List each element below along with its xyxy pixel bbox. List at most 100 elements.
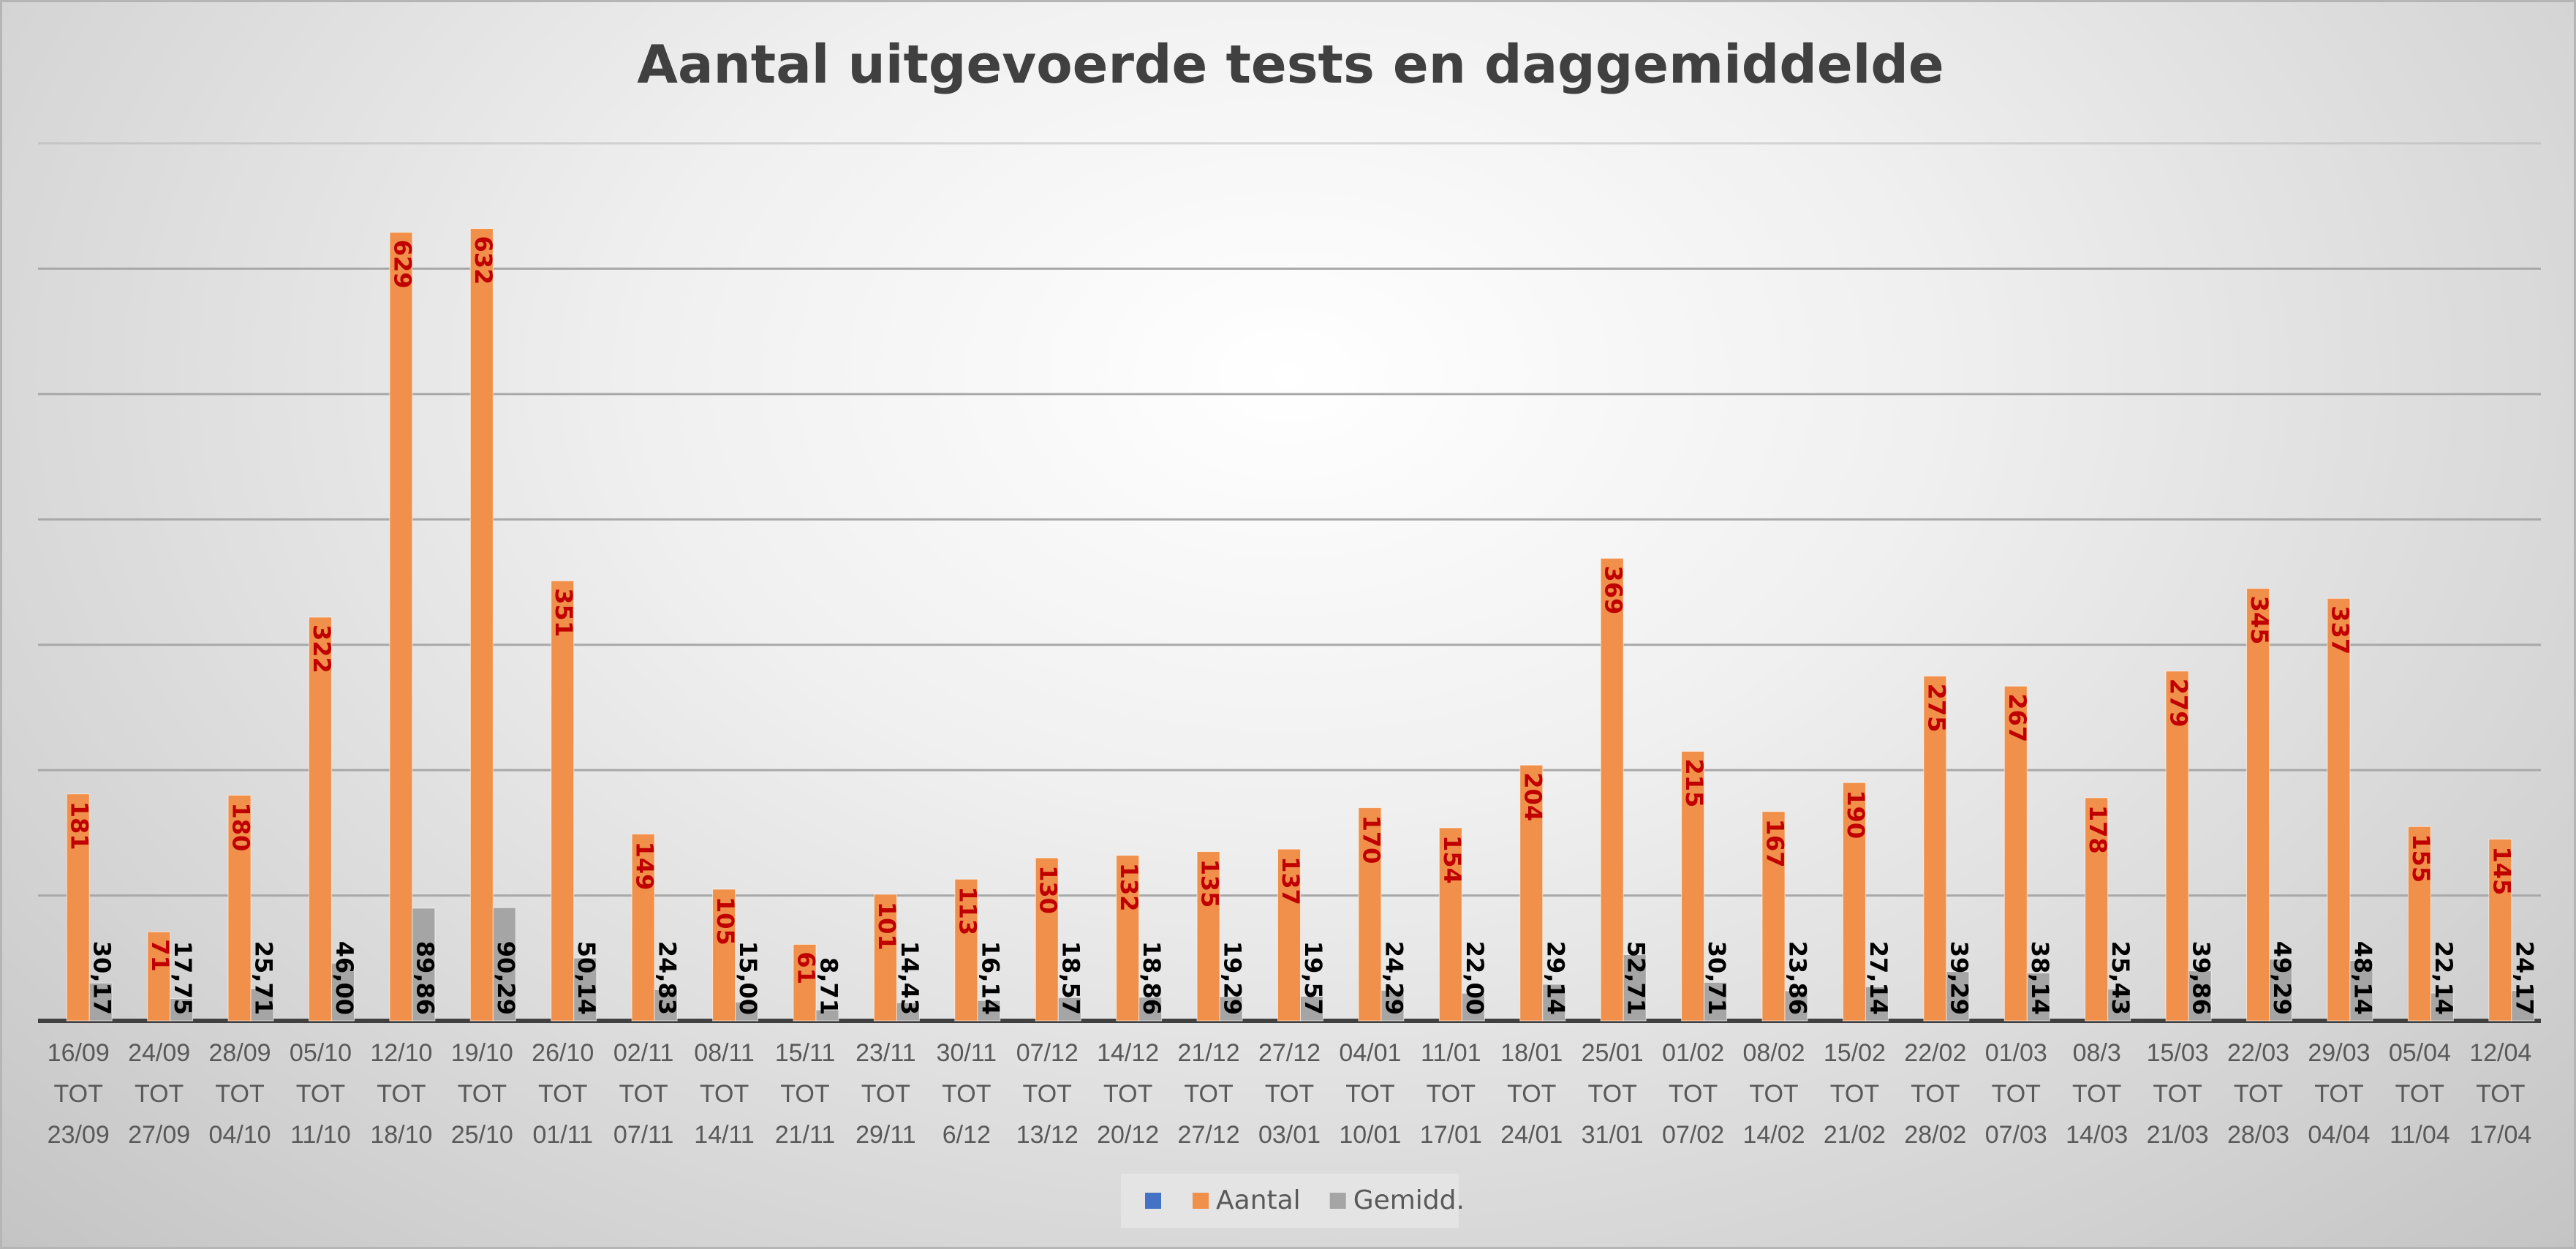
x-tick-label: 29/03 TOT 04/04 <box>2308 1039 2371 1149</box>
data-label: 18,57 <box>1057 941 1085 1015</box>
data-label: 61 <box>792 951 820 984</box>
bar <box>1138 997 1163 1022</box>
data-label: 27,14 <box>1865 941 1892 1015</box>
x-tick-label: 15/02 TOT 21/02 <box>1823 1039 1886 1149</box>
bar <box>1681 750 1705 1022</box>
data-label: 24,29 <box>1380 941 1408 1015</box>
bar <box>308 616 332 1022</box>
data-label: 135 <box>1196 859 1224 908</box>
bar <box>573 957 597 1022</box>
data-label: 629 <box>388 240 416 289</box>
bar <box>1277 848 1301 1022</box>
legend-label: Aantal <box>1216 1185 1301 1215</box>
bar <box>2349 959 2373 1022</box>
bar <box>654 989 678 1022</box>
bar <box>2269 959 2293 1022</box>
data-label: 90,29 <box>492 941 520 1015</box>
data-label: 19,57 <box>1299 941 1327 1015</box>
data-label: 39,86 <box>2188 941 2216 1015</box>
bar <box>250 988 274 1022</box>
x-tick-label: 05/04 TOT 11/04 <box>2388 1039 2451 1149</box>
bar <box>1784 990 1808 1022</box>
chart-title: Aantal uitgevoerde tests en daggemiddeld… <box>637 34 1944 95</box>
x-tick-label: 01/02 TOT 07/02 <box>1662 1039 1725 1149</box>
bar <box>2085 797 2109 1022</box>
bar <box>2188 970 2212 1022</box>
bar <box>631 834 655 1022</box>
bar <box>1461 992 1485 1022</box>
x-tick-label: 28/09 TOT 04/10 <box>208 1039 271 1149</box>
bar <box>1358 807 1382 1022</box>
x-tick-label: 22/03 TOT 28/03 <box>2226 1039 2290 1149</box>
x-tick-label: 24/09 TOT 27/09 <box>128 1039 191 1149</box>
bar <box>977 1000 1001 1022</box>
bar <box>793 943 817 1022</box>
x-tick-label: 01/03 TOT 07/03 <box>1984 1039 2047 1149</box>
data-label: 155 <box>2407 834 2435 883</box>
data-label: 170 <box>1357 815 1385 864</box>
bar <box>492 907 516 1022</box>
x-tick-label: 25/01 TOT 31/01 <box>1581 1039 1644 1149</box>
x-tick-label: 14/12 TOT 20/12 <box>1097 1039 1160 1149</box>
data-label: 25,43 <box>2107 941 2134 1015</box>
bar <box>66 793 90 1022</box>
data-label: 25,71 <box>250 941 278 1015</box>
data-label: 8,71 <box>815 957 842 1015</box>
data-label: 30,71 <box>1703 941 1731 1015</box>
data-label: 89,86 <box>411 941 439 1015</box>
data-label: 154 <box>1438 835 1466 884</box>
data-label: 50,14 <box>573 941 600 1015</box>
data-label: 14,43 <box>896 941 923 1015</box>
legend-swatch <box>1145 1193 1161 1209</box>
x-tick-label: 11/01 TOT 17/01 <box>1419 1039 1482 1149</box>
bar <box>1057 997 1081 1022</box>
bar <box>2246 588 2270 1022</box>
bar <box>873 894 897 1022</box>
x-tick-label: 04/01 TOT 10/01 <box>1339 1039 1402 1149</box>
bar <box>2430 992 2454 1022</box>
bar <box>1600 557 1624 1022</box>
data-label: 137 <box>1277 856 1304 905</box>
legend-swatch <box>1193 1193 1209 1209</box>
bar <box>389 232 413 1022</box>
data-label: 105 <box>711 897 739 946</box>
data-label: 632 <box>469 236 497 285</box>
x-tick-label: 27/12 TOT 03/01 <box>1258 1039 1321 1149</box>
x-tick-label: 08/02 TOT 14/02 <box>1742 1039 1805 1149</box>
bar <box>1865 986 1889 1022</box>
bar <box>2026 973 2050 1022</box>
data-label: 204 <box>1519 772 1546 821</box>
data-label: 71 <box>146 939 174 972</box>
data-label: 345 <box>2245 596 2273 645</box>
x-tick-label: 07/12 TOT 13/12 <box>1016 1039 1079 1149</box>
bar <box>1438 827 1462 1022</box>
x-tick-label: 08/3 TOT 14/03 <box>2066 1039 2129 1149</box>
bar <box>2511 990 2535 1022</box>
data-label: 46,00 <box>331 941 358 1015</box>
bar <box>896 1002 920 1022</box>
legend-box <box>1121 1174 1459 1228</box>
bar <box>147 931 171 1022</box>
bar <box>1035 857 1059 1022</box>
bar <box>551 580 575 1022</box>
x-tick-label: 23/11 TOT 29/11 <box>855 1039 916 1149</box>
x-tick-label: 26/10 TOT 01/11 <box>532 1039 594 1149</box>
data-label: 39,29 <box>1945 941 1973 1015</box>
data-label: 17,75 <box>169 941 197 1015</box>
data-label: 351 <box>550 588 578 637</box>
bar <box>227 794 252 1022</box>
bar <box>1542 984 1566 1022</box>
bar <box>1219 996 1243 1022</box>
data-label: 48,14 <box>2349 941 2376 1015</box>
x-tick-label: 02/11 TOT 07/11 <box>613 1039 674 1149</box>
bar <box>1704 981 1728 1022</box>
data-label: 22,00 <box>1461 941 1489 1015</box>
data-label: 132 <box>1115 863 1143 912</box>
data-label: 149 <box>631 842 659 891</box>
data-label: 24,83 <box>654 941 681 1015</box>
data-label: 322 <box>308 624 336 673</box>
data-label: 369 <box>1600 565 1628 614</box>
bar <box>815 1009 839 1022</box>
bar <box>412 907 436 1022</box>
bar <box>1761 811 1786 1022</box>
